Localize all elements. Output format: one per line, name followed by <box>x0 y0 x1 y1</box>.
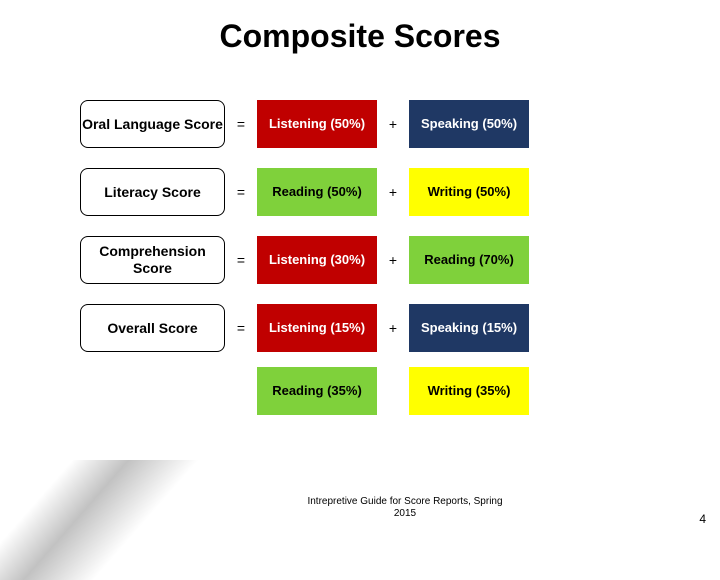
plus-sign: + <box>377 116 409 132</box>
page-title: Composite Scores <box>0 0 720 65</box>
comp-reading-50: Reading (50%) <box>257 168 377 216</box>
equals-sign: = <box>225 184 257 200</box>
comp-listening-50: Listening (50%) <box>257 100 377 148</box>
label-literacy: Literacy Score <box>80 168 225 216</box>
decorative-wedge <box>0 460 262 580</box>
row-literacy: Literacy Score = Reading (50%) + Writing… <box>80 158 660 226</box>
equals-sign: = <box>225 320 257 336</box>
comp-reading-70: Reading (70%) <box>409 236 529 284</box>
equals-sign: = <box>225 116 257 132</box>
label-overall: Overall Score <box>80 304 225 352</box>
comp-writing-50: Writing (50%) <box>409 168 529 216</box>
plus-sign: + <box>377 184 409 200</box>
row-overall-2: Reading (35%) Writing (35%) <box>80 362 660 420</box>
composite-grid: Oral Language Score = Listening (50%) + … <box>80 90 660 420</box>
comp-listening-30: Listening (30%) <box>257 236 377 284</box>
plus-sign: + <box>377 320 409 336</box>
label-oral-language: Oral Language Score <box>80 100 225 148</box>
label-comprehension: Comprehension Score <box>80 236 225 284</box>
comp-speaking-15: Speaking (15%) <box>409 304 529 352</box>
comp-reading-35: Reading (35%) <box>257 367 377 415</box>
comp-writing-35: Writing (35%) <box>409 367 529 415</box>
row-comprehension: Comprehension Score = Listening (30%) + … <box>80 226 660 294</box>
equals-sign: = <box>225 252 257 268</box>
footnote: Intrepretive Guide for Score Reports, Sp… <box>305 496 505 520</box>
comp-listening-15: Listening (15%) <box>257 304 377 352</box>
row-overall-1: Overall Score = Listening (15%) + Speaki… <box>80 294 660 362</box>
plus-sign: + <box>377 252 409 268</box>
comp-speaking-50: Speaking (50%) <box>409 100 529 148</box>
row-oral-language: Oral Language Score = Listening (50%) + … <box>80 90 660 158</box>
page-number: 4 <box>699 512 706 526</box>
